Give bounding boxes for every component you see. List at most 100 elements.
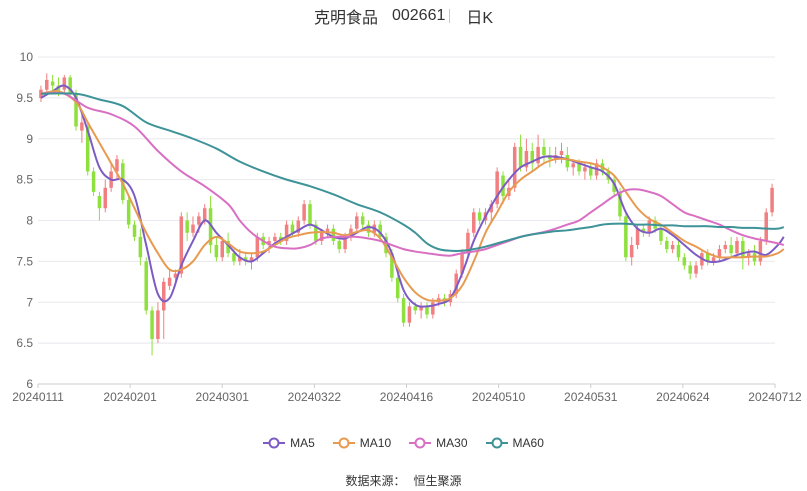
legend-ma60-icon bbox=[485, 437, 508, 449]
legend-item-ma5[interactable]: MA5 bbox=[263, 436, 315, 450]
candle-body bbox=[647, 220, 651, 233]
series-line-ma5 bbox=[40, 84, 785, 308]
candle-body bbox=[115, 159, 119, 172]
candle-body bbox=[472, 212, 476, 233]
candle-body bbox=[559, 151, 564, 156]
candle-body bbox=[267, 240, 271, 246]
y-tick-label: 10 bbox=[20, 50, 34, 64]
candle-body bbox=[91, 171, 96, 192]
legend-ma5-label: MA5 bbox=[290, 436, 315, 450]
candle-body bbox=[290, 224, 295, 233]
candle-body bbox=[273, 236, 277, 241]
candle-body bbox=[665, 240, 669, 250]
candle-body bbox=[243, 257, 248, 262]
candle-body bbox=[173, 273, 178, 278]
candle-body bbox=[659, 228, 663, 241]
candle-body bbox=[343, 236, 347, 250]
candle-body bbox=[741, 240, 745, 258]
candle-body bbox=[407, 306, 412, 323]
candle-body bbox=[588, 167, 593, 176]
series-line-ma30 bbox=[40, 91, 785, 257]
legend-ma30-icon bbox=[409, 437, 432, 449]
candle-body bbox=[536, 146, 540, 164]
candle-body bbox=[425, 306, 429, 315]
candle-body bbox=[764, 212, 768, 241]
chart-title: 克明食品 002661 日K bbox=[0, 6, 807, 27]
candle-body bbox=[319, 232, 324, 241]
candle-body bbox=[85, 126, 90, 172]
series-line-ma10 bbox=[40, 90, 785, 302]
candle-body bbox=[577, 163, 581, 172]
candle-body bbox=[460, 253, 464, 274]
candle-body bbox=[366, 224, 371, 233]
candle-body bbox=[202, 208, 207, 221]
candle-body bbox=[249, 257, 254, 262]
candle-body bbox=[325, 228, 330, 233]
legend: MA5 MA10 MA30 MA60 bbox=[0, 436, 807, 450]
candle-body bbox=[126, 200, 131, 225]
candle-body bbox=[197, 216, 201, 225]
candle-body bbox=[518, 146, 523, 168]
candle-body bbox=[150, 310, 154, 340]
candle-body bbox=[296, 220, 301, 233]
candle-body bbox=[74, 93, 78, 127]
candle-body bbox=[413, 306, 418, 311]
candle-body bbox=[185, 220, 189, 233]
candle-body bbox=[167, 277, 172, 286]
y-tick-label: 6.5 bbox=[16, 336, 33, 350]
legend-item-ma60[interactable]: MA60 bbox=[485, 436, 544, 450]
candle-body bbox=[97, 195, 102, 209]
candle-body bbox=[705, 253, 710, 262]
candle-body bbox=[390, 253, 394, 278]
candle-body bbox=[530, 151, 535, 164]
x-tick-label: 20240201 bbox=[103, 390, 157, 404]
candle-body bbox=[179, 216, 184, 274]
x-tick-label: 20240322 bbox=[288, 390, 342, 404]
candle-body bbox=[68, 77, 72, 94]
candle-body bbox=[723, 245, 728, 250]
y-tick-label: 9 bbox=[26, 132, 33, 146]
candle-body bbox=[624, 216, 628, 258]
candle-body bbox=[337, 240, 341, 250]
candle-body bbox=[583, 167, 587, 172]
candle-body bbox=[232, 253, 236, 262]
candle-body bbox=[694, 265, 698, 274]
candle-body bbox=[735, 240, 739, 254]
period-label: 日K bbox=[466, 10, 494, 27]
stock-name: 克明食品 bbox=[313, 10, 378, 27]
candle-body bbox=[688, 265, 692, 274]
x-tick-label: 20240712 bbox=[748, 390, 802, 404]
candle-body bbox=[308, 204, 312, 225]
legend-ma5-icon bbox=[263, 437, 286, 449]
candle-body bbox=[641, 228, 646, 233]
candle-body bbox=[542, 146, 546, 156]
candle-body bbox=[618, 191, 622, 217]
legend-item-ma10[interactable]: MA10 bbox=[332, 436, 391, 450]
candle-body bbox=[489, 204, 494, 213]
legend-ma10-icon bbox=[332, 437, 355, 449]
candle-body bbox=[384, 236, 388, 254]
candle-body bbox=[208, 208, 213, 246]
candle-body bbox=[419, 306, 423, 311]
candle-body bbox=[132, 224, 137, 237]
y-tick-label: 8.5 bbox=[16, 173, 33, 187]
candle-body bbox=[676, 245, 681, 258]
candle-body bbox=[62, 77, 67, 90]
candle-body bbox=[331, 228, 336, 241]
y-tick-label: 7 bbox=[26, 295, 33, 309]
candle-body bbox=[144, 261, 148, 311]
title-divider bbox=[449, 9, 451, 23]
candle-body bbox=[729, 245, 733, 254]
candle-body bbox=[629, 245, 634, 258]
candle-body bbox=[431, 302, 435, 315]
candle-body bbox=[103, 187, 108, 209]
candle-body bbox=[238, 257, 242, 262]
candle-body bbox=[302, 204, 306, 221]
candle-body bbox=[758, 240, 763, 262]
candle-body bbox=[138, 236, 143, 258]
candle-body bbox=[512, 146, 517, 188]
candle-body bbox=[670, 245, 675, 250]
x-tick-label: 20240111 bbox=[12, 390, 64, 404]
stock-code: 002661 bbox=[391, 7, 446, 24]
legend-item-ma30[interactable]: MA30 bbox=[409, 436, 468, 450]
